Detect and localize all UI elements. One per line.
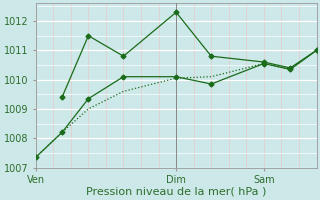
X-axis label: Pression niveau de la mer( hPa ): Pression niveau de la mer( hPa ) bbox=[86, 187, 266, 197]
